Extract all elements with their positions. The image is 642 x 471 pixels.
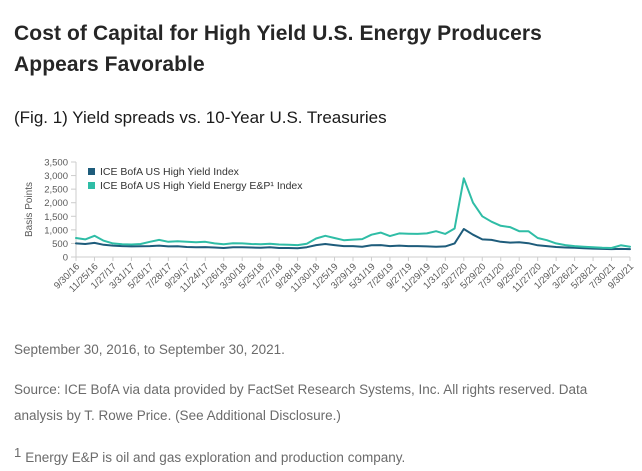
series-line-1 [75, 177, 631, 249]
line-chart-canvas: 0 500 1,000 1,500 2,000 2,500 3,000 3,500 Basis … [24, 158, 636, 295]
legend-label-1: ICE BofA US High Yield Energy E&P¹ Index [100, 180, 303, 192]
legend-label-0: ICE BofA US High Yield Index [100, 166, 240, 178]
y-axis-tick-label: 1,500 [44, 212, 68, 223]
legend-swatch-1 [88, 182, 95, 189]
y-axis-tick-label: 2,500 [44, 185, 68, 196]
footnote-text: Energy E&P is oil and gas exploration an… [25, 450, 406, 465]
y-axis-tick-label: 3,000 [44, 171, 68, 182]
y-axis-tick-label: 3,500 [44, 158, 68, 169]
footnote: 1 Energy E&P is oil and gas exploration a… [14, 445, 628, 471]
figure-caption: (Fig. 1) Yield spreads vs. 10-Year U.S. … [14, 108, 387, 127]
page-title-line2: Appears Favorable [14, 53, 205, 76]
footnote-marker: 1 [14, 444, 22, 460]
legend-swatch-0 [88, 168, 95, 175]
page-title-line1: Cost of Capital for High Yield U.S. Ener… [14, 22, 542, 45]
series-line-0 [75, 228, 631, 251]
page-title: Cost of Capital for High Yield U.S. Ener… [14, 18, 628, 80]
chart-notes: September 30, 2016, to September 30, 202… [14, 337, 628, 471]
date-range-note: September 30, 2016, to September 30, 202… [14, 342, 285, 357]
y-axis-tick-label: 2,000 [44, 198, 68, 209]
y-axis-tick-label: 1,000 [44, 225, 68, 236]
y-axis-tick-label: 500 [52, 239, 68, 250]
y-axis-title: Basis Points [24, 182, 35, 237]
y-axis-tick-label: 0 [63, 253, 68, 264]
source-note: Source: ICE BofA via data provided by Fa… [14, 382, 588, 423]
yield-spread-chart: 0 500 1,000 1,500 2,000 2,500 3,000 3,500 Basis … [8, 150, 636, 323]
